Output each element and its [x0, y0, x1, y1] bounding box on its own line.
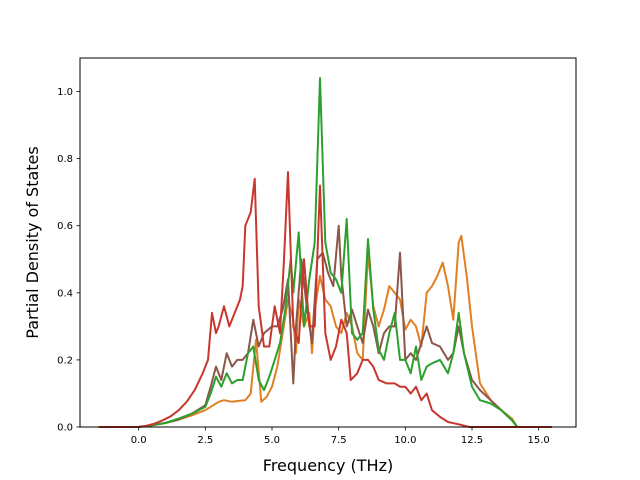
series-layer	[98, 77, 552, 428]
series-line-3	[98, 77, 552, 428]
plot-frame	[79, 57, 577, 428]
series-line-2	[98, 224, 552, 428]
x-tick-label: 7.5	[331, 435, 347, 446]
y-tick-label: 0.4	[57, 288, 73, 299]
x-tick-label: 10.0	[394, 435, 416, 446]
y-axis-label: Partial Density of States	[23, 146, 42, 338]
y-tick-label: 0.2	[57, 355, 73, 366]
series-line-4	[98, 171, 552, 428]
y-tick-label: 0.0	[57, 423, 73, 434]
x-axis-label: Frequency (THz)	[263, 456, 393, 475]
y-tick-label: 1.0	[57, 87, 73, 98]
y-tick-label: 0.8	[57, 154, 73, 165]
ticks-layer: 0.0 2.5 5.0 7.5 10.0 12.5 15.0 0.0 0.2 0.4 0.6 0.8 1…	[57, 87, 550, 446]
x-tick-label: 15.0	[528, 435, 550, 446]
x-tick-label: 0.0	[131, 435, 147, 446]
x-tick-label: 2.5	[197, 435, 213, 446]
y-tick-label: 0.6	[57, 221, 73, 232]
x-tick-label: 12.5	[461, 435, 483, 446]
x-tick-label: 5.0	[264, 435, 280, 446]
